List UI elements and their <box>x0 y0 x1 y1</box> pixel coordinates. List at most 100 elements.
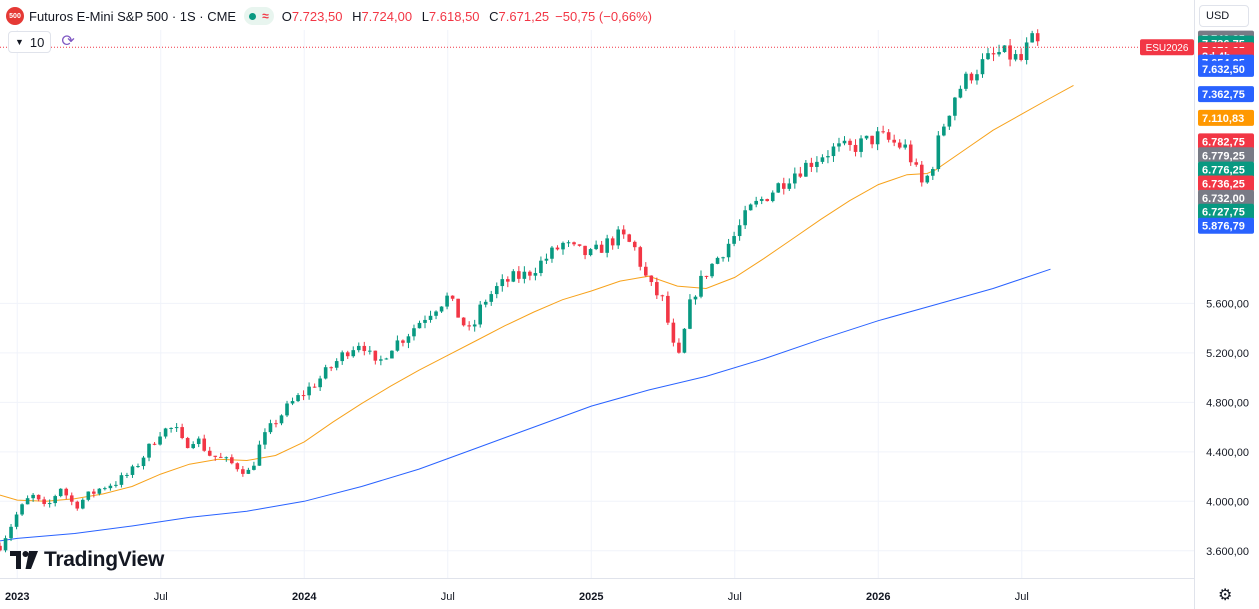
candle-body <box>837 143 841 147</box>
candle-body <box>20 504 24 515</box>
price-badge <box>1198 217 1254 234</box>
candle-body <box>572 242 576 245</box>
candle-body <box>1030 33 1034 43</box>
candle-body <box>69 495 74 502</box>
candle-body <box>351 350 356 357</box>
tradingview-logo[interactable]: TradingView <box>10 548 164 572</box>
x-tick-label: 2026 <box>866 591 890 603</box>
x-tick-label: Jul <box>441 591 455 603</box>
price-badge-label: 6.779,25 <box>1202 150 1245 162</box>
candle-body <box>743 210 747 226</box>
x-tick-label: Jul <box>728 591 742 603</box>
candle-body <box>605 238 609 253</box>
candle-body <box>395 340 400 351</box>
price-badge <box>1198 175 1254 192</box>
candle-body <box>185 438 190 449</box>
sync-icon[interactable]: ⟳ <box>61 33 75 50</box>
candle-body <box>649 275 654 283</box>
price-badge <box>1198 147 1254 164</box>
symbol-logo-icon[interactable]: 500 <box>6 7 24 25</box>
x-tick-label: Jul <box>1015 591 1029 603</box>
candle-body <box>953 97 957 116</box>
candle-body <box>213 455 218 457</box>
low-value: 7.618,50 <box>428 8 480 24</box>
candle-body <box>1019 54 1023 60</box>
candle-body <box>765 199 770 202</box>
candle-body <box>456 298 460 318</box>
candle-body <box>9 526 13 539</box>
price-badge <box>1198 86 1254 103</box>
indicators-toggle-button[interactable]: ▼ 10 <box>8 31 52 53</box>
candle-body <box>373 350 378 361</box>
candle-body <box>196 438 201 445</box>
candle-body <box>64 488 69 496</box>
candle-body <box>555 247 560 250</box>
candle-body <box>848 140 852 145</box>
candle-body <box>434 311 438 316</box>
low-key: L <box>421 8 429 24</box>
candle-body <box>147 443 151 458</box>
candle-body <box>42 499 46 505</box>
candle-body <box>544 258 549 261</box>
ohlc-values: O7.723,50 H7.724,00 L7.618,50 C7.671,25 <box>282 9 555 24</box>
candle-body <box>218 456 223 458</box>
candle-body <box>36 494 41 500</box>
candle-body <box>467 325 471 327</box>
x-tick-label: Jul <box>154 591 168 603</box>
candle-body <box>47 503 52 505</box>
open-key: O <box>281 8 292 24</box>
tradingview-logo-icon <box>10 551 38 569</box>
candle-body <box>329 367 333 369</box>
candle-body <box>859 138 863 152</box>
candle-body <box>268 423 273 433</box>
candle-body <box>152 443 157 445</box>
candle-body <box>1024 42 1029 60</box>
candle-body <box>423 319 427 323</box>
candle-body <box>704 275 709 277</box>
price-badge-label: 7.362,75 <box>1202 89 1245 101</box>
symbol-title[interactable]: Futuros E-Mini S&P 500 · 1S · CME <box>29 8 237 24</box>
candle-body <box>323 367 328 379</box>
candle-body <box>776 183 781 193</box>
candle-body <box>191 444 195 449</box>
candle-body <box>279 415 284 424</box>
candle-body <box>362 345 367 352</box>
settings-gear-icon[interactable]: ⚙ <box>1218 587 1233 604</box>
candle-body <box>439 306 444 312</box>
price-badge <box>1198 203 1254 220</box>
candle-body <box>307 386 311 396</box>
candle-body <box>522 271 527 279</box>
candle-body <box>517 271 521 279</box>
indicators-count: 10 <box>29 34 45 50</box>
candle-body <box>312 386 317 388</box>
candle-body <box>58 488 63 497</box>
candle-body <box>737 225 742 237</box>
candle-body <box>583 245 587 256</box>
candle-body <box>1002 45 1007 53</box>
candle-body <box>787 183 792 189</box>
currency-select[interactable]: USD <box>1199 5 1249 27</box>
candle-body <box>53 496 57 504</box>
candle-body <box>781 183 786 189</box>
candle-body <box>870 135 874 145</box>
candle-body <box>881 131 885 133</box>
price-badge-label: 7.110,83 <box>1202 113 1244 125</box>
y-tick-label: 5.600,00 <box>1206 298 1249 310</box>
candle-body <box>732 236 736 244</box>
candle-body <box>533 273 538 276</box>
candle-body <box>163 428 168 437</box>
price-badge-label: 5.876,79 <box>1202 221 1245 233</box>
y-tick-label: 4.400,00 <box>1206 447 1249 459</box>
y-tick-label: 5.200,00 <box>1206 348 1249 360</box>
price-badge-label: 6.776,25 <box>1202 165 1245 177</box>
candle-body <box>92 491 96 494</box>
candle-body <box>108 485 113 489</box>
y-tick-label: 3.600,00 <box>1206 546 1249 558</box>
candle-body <box>345 352 350 357</box>
candle-body <box>318 378 322 388</box>
candle-body <box>804 162 808 177</box>
candle-body <box>25 498 30 505</box>
market-status-badge[interactable]: ≈ <box>244 7 274 25</box>
candle-body <box>897 142 902 148</box>
